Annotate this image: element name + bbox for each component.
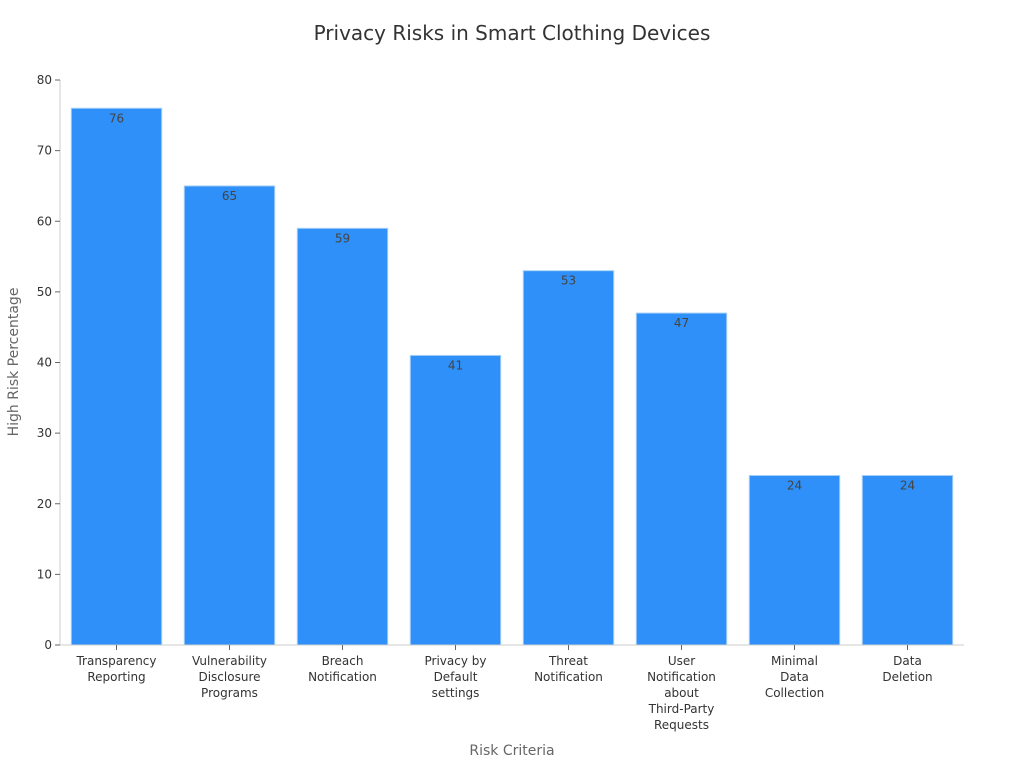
bar (748, 475, 841, 646)
data-label: 41 (448, 358, 463, 372)
x-tick-label: Privacy by Default settings (425, 654, 487, 700)
y-tick-label: 50 (37, 285, 52, 299)
y-tick-label: 30 (37, 426, 52, 440)
bar (296, 227, 389, 646)
x-axis: Transparency Reporting Vulnerability Disclo… (60, 644, 964, 732)
data-label: 65 (222, 189, 237, 203)
bar (522, 270, 615, 646)
x-axis-label: Risk Criteria (469, 743, 554, 759)
data-label: 24 (787, 479, 802, 493)
x-tick-label: Vulnerability Disclosure Programs (192, 654, 267, 700)
data-label: 59 (335, 231, 350, 245)
y-tick-label: 10 (37, 567, 52, 581)
y-tick-label: 0 (44, 638, 52, 652)
bar (70, 107, 163, 646)
y-axis-label: High Risk Percentage (6, 288, 22, 437)
y-axis: 0 10 20 30 40 50 60 70 80 (37, 73, 61, 652)
x-tick-label: Breach Notification (308, 654, 377, 684)
x-tick-label: Data Deletion (882, 654, 932, 684)
bar (409, 354, 502, 646)
chart-title: Privacy Risks in Smart Clothing Devices (314, 21, 711, 45)
bar (183, 185, 276, 646)
x-tick-label: Threat Notification (534, 654, 603, 684)
data-label: 47 (674, 316, 689, 330)
x-tick-label: Minimal Data Collection (765, 654, 824, 700)
y-tick-label: 40 (37, 356, 52, 370)
y-tick-label: 80 (37, 73, 52, 87)
bar (635, 312, 728, 646)
y-tick-label: 70 (37, 144, 52, 158)
bar (861, 475, 954, 646)
data-label: 53 (561, 274, 576, 288)
x-tick-label: User Notification about Third-Party Requests (647, 654, 716, 732)
y-tick-label: 20 (37, 497, 52, 511)
bars: 76 65 59 41 53 47 24 24 (70, 107, 954, 646)
y-tick-label: 60 (37, 214, 52, 228)
data-label: 76 (109, 111, 124, 125)
data-label: 24 (900, 479, 915, 493)
x-tick-label: Transparency Reporting (75, 654, 156, 684)
